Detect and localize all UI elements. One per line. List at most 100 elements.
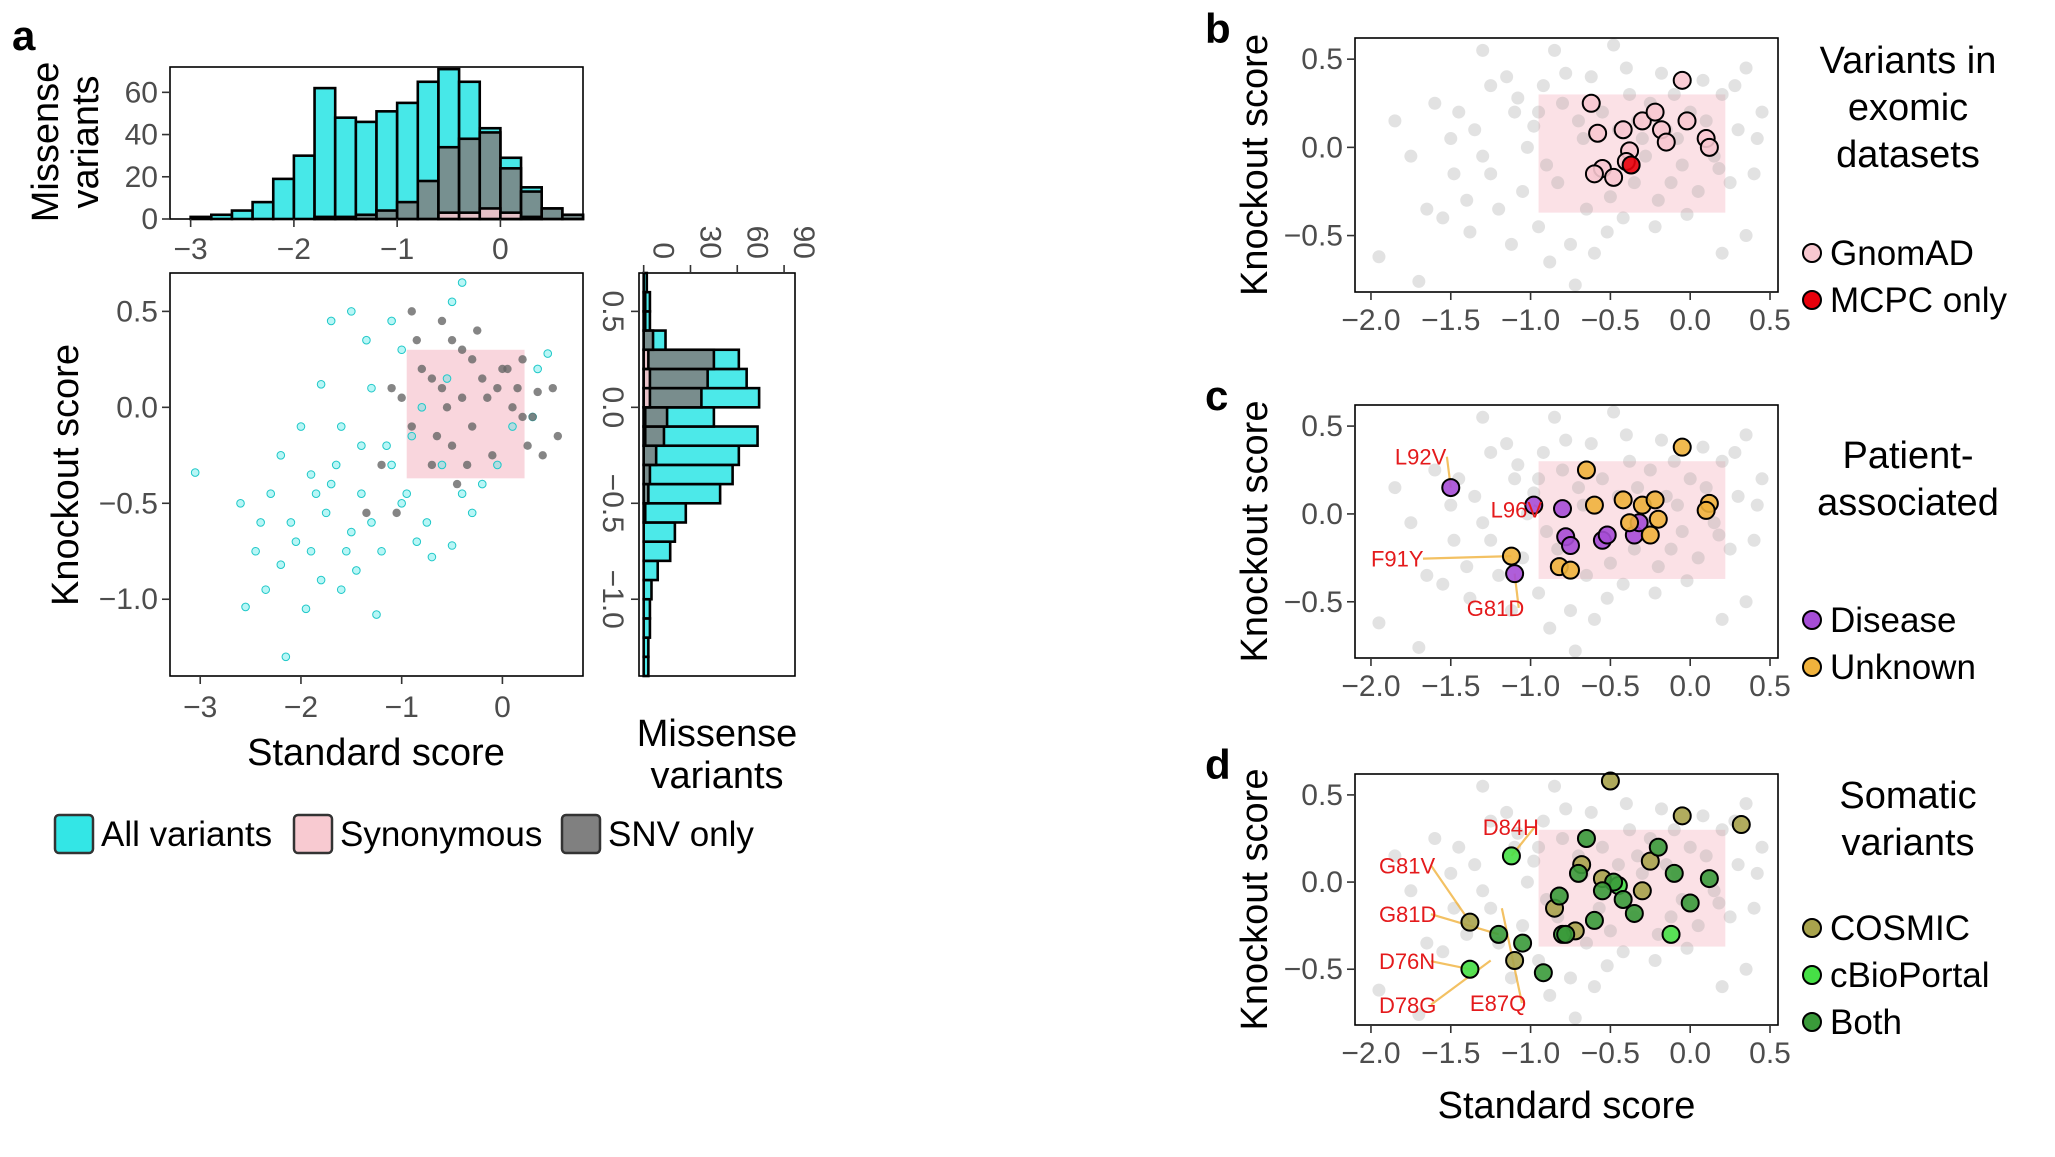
annotation-label: G81D [1467,596,1524,621]
background-point [1579,202,1593,216]
background-point [1500,437,1514,451]
background-point [1563,604,1577,618]
background-point [1412,1008,1426,1022]
background-point [1571,114,1585,128]
hist-bar [642,386,703,409]
background-point [1476,43,1490,57]
highlight-point [1640,525,1660,545]
panel-label-a: a [12,12,36,59]
background-point [1683,472,1697,486]
background-point [1584,437,1598,451]
y-tick-label: −0.5 [1284,220,1343,253]
scatter-point [367,518,376,527]
scatter-point [236,498,245,508]
background-point [1511,826,1525,840]
y-tick-label: 0.0 [116,391,158,424]
scatter-point [533,387,542,397]
highlight-point [1441,478,1461,498]
background-point [1532,472,1546,486]
background-point [1404,516,1418,530]
background-point [1664,176,1678,190]
annotation-label: L92V [1395,445,1447,470]
background-point [1587,980,1601,994]
hist-bar [354,120,378,221]
background-point [1447,167,1461,181]
scatter-point [442,403,452,412]
y-tick-label: 0.5 [1301,779,1343,812]
hist-bar [416,179,440,221]
background-point [1476,884,1490,898]
hist-bar [642,425,666,448]
highlight-point [1460,912,1480,932]
legend-key [1802,965,1822,985]
x-tick-label: 0 [494,691,511,724]
background-point [1603,924,1617,938]
background-point [1623,823,1637,837]
annotation-leader [1422,554,1512,560]
scatter-point [533,364,542,374]
background-point [1388,114,1402,128]
background-point [1635,866,1649,880]
background-point [1452,105,1466,119]
y-axis-title: Knockout score [1234,769,1276,1031]
scatter-point [306,470,316,479]
background-point [1568,644,1582,658]
main-scatter: −3 −2 −1 0 −1.0 −0.5 0.0 0.5 Standard score Knock… [45,272,584,774]
highlight-point [1524,495,1544,515]
scatter-point [392,508,401,518]
x-tick-label: −2.0 [1341,670,1400,703]
scatter-point [553,431,563,441]
background-point [1520,875,1534,889]
top-histogram: −3 −2 −1 0 0 20 40 60 Missensevariants [25,62,585,266]
scatter-point [281,652,291,662]
scatter-point [407,431,417,441]
background-point [1500,805,1514,819]
background-point [1571,481,1585,495]
highlight-point [1604,167,1624,187]
scatter-point [347,527,356,537]
hist-bar [395,200,420,221]
background-point [1739,797,1753,811]
highlight-point [1581,93,1601,113]
scatter-point [503,364,512,374]
legend-label: Synonymous [340,815,542,854]
background-point [1511,91,1525,105]
scatter-point [387,460,396,470]
hist-bar [642,444,658,467]
background-point [1476,410,1490,424]
highlight-point [1549,886,1569,906]
background-point [1680,941,1694,955]
background-point [1504,604,1518,618]
background-point [1699,481,1713,495]
hist-bar [642,501,688,524]
highlight-point [1672,806,1692,826]
scatter-point [452,479,462,489]
scatter-point [493,383,502,393]
background-point [1747,167,1761,181]
y-tick-label: 0.5 [1301,43,1343,76]
legend-title-line: Variants in [1820,40,1997,82]
background-point [1696,809,1710,823]
background-point [1484,167,1498,181]
hist-bar [642,521,677,543]
background-point [1631,849,1645,863]
background-point [1404,884,1418,898]
scatter-point [357,441,366,451]
scatter-point [467,355,477,364]
highlight-point [1613,890,1633,909]
count-tick-label: 90 [787,226,820,259]
hist-bar [642,597,652,620]
background-point [1715,980,1729,994]
annotation-label: E87Q [1470,991,1526,1016]
x-tick-label: −1.5 [1421,1037,1480,1070]
y-tick-label: 0 [141,203,158,236]
background-point [1627,542,1641,556]
hist-bar [642,271,649,294]
hist-bar [642,578,653,601]
background-point [1675,525,1689,538]
background-point [1648,586,1662,600]
highlight-point [1645,102,1665,122]
legend-title-line: Somatic [1839,775,1976,817]
highlight-point [1533,963,1553,983]
background-point [1520,140,1534,154]
